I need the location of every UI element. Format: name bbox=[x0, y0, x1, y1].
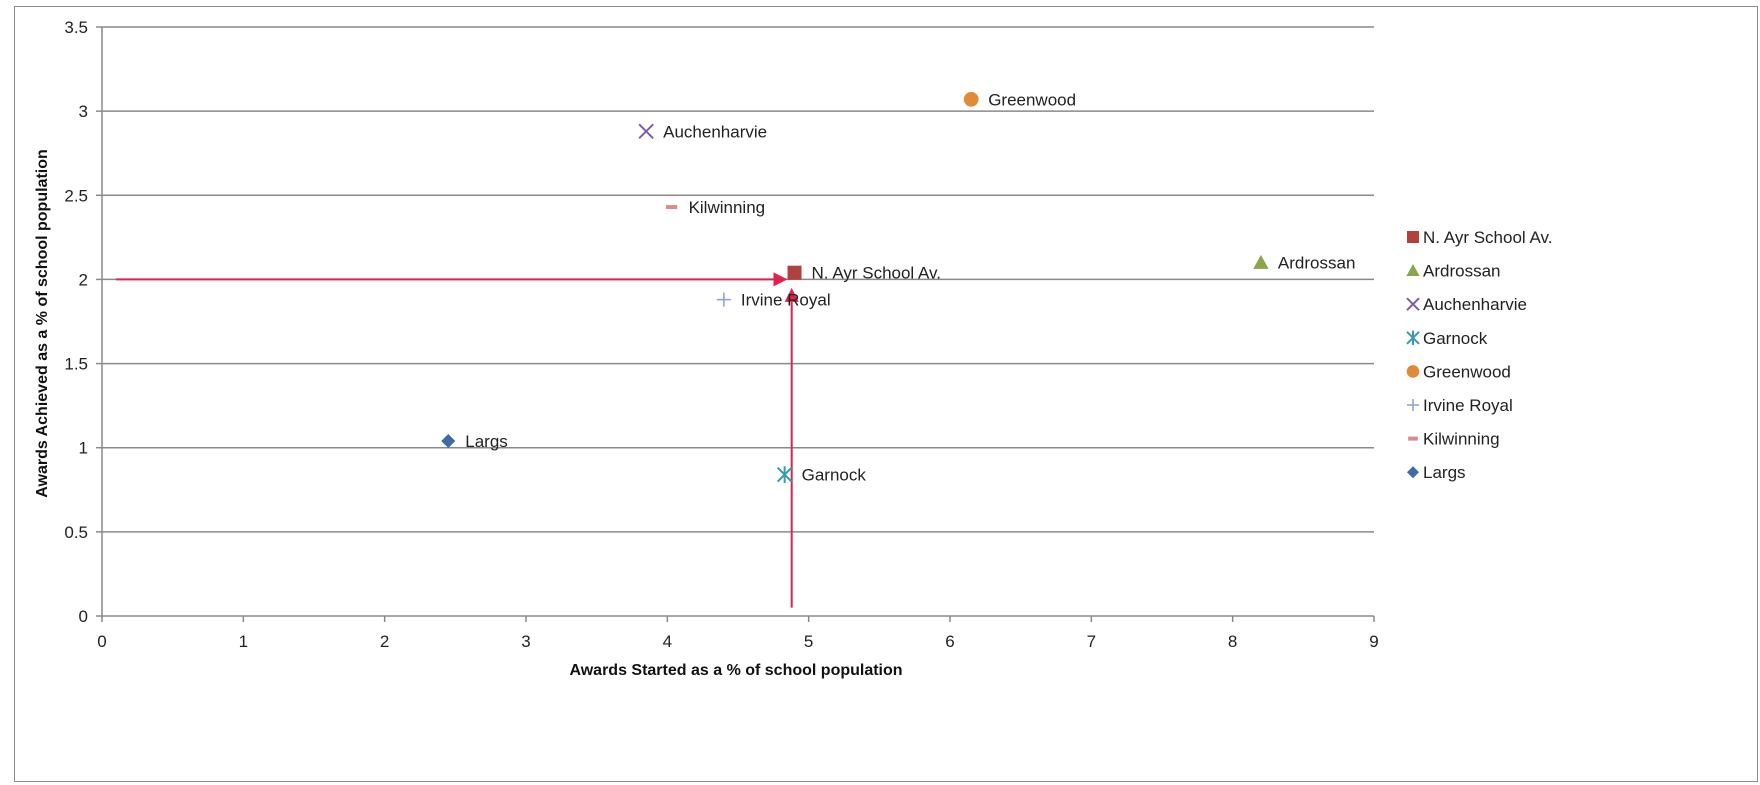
gridlines bbox=[102, 26, 1374, 617]
legend-label-largs: Largs bbox=[1423, 463, 1466, 482]
legend-label-irvine-royal: Irvine Royal bbox=[1423, 396, 1513, 415]
legend-label-greenwood: Greenwood bbox=[1423, 362, 1511, 381]
axes: 0 0.5 1 1.5 2 2.5 3 3.5 0 1 2 3 4 5 6 7 8 9 bbox=[64, 18, 1378, 651]
x-tick-label: 9 bbox=[1369, 632, 1378, 651]
legend-marker-greenwood bbox=[1406, 365, 1420, 378]
legend-label-auchenharvie: Auchenharvie bbox=[1423, 295, 1527, 314]
scatter-chart: 0 0.5 1 1.5 2 2.5 3 3.5 0 1 2 3 4 5 6 7 8 9 N. Ayr School… bbox=[34, 18, 1552, 679]
y-tick-label: 2.5 bbox=[64, 186, 88, 205]
y-tick-label: 3 bbox=[79, 102, 88, 121]
marker-shape bbox=[1406, 297, 1420, 311]
marker-shape bbox=[1406, 264, 1420, 276]
legend-marker-largs bbox=[1407, 466, 1419, 479]
y-tick-label: 1.5 bbox=[64, 355, 88, 374]
x-tick-label: 2 bbox=[380, 632, 389, 651]
legend-label-n-ayr-school-av: N. Ayr School Av. bbox=[1423, 228, 1552, 247]
point-largs bbox=[441, 433, 456, 448]
x-tick-label: 8 bbox=[1228, 632, 1237, 651]
x-tick-label: 4 bbox=[663, 632, 672, 651]
x-tick-label: 6 bbox=[945, 632, 954, 651]
point-kilwinning bbox=[665, 205, 678, 210]
point-label-greenwood: Greenwood bbox=[988, 90, 1076, 109]
point-ardrossan bbox=[1253, 254, 1269, 269]
point-label-ardrossan: Ardrossan bbox=[1278, 254, 1355, 273]
legend-marker-auchenharvie bbox=[1406, 297, 1420, 311]
x-axis-title: Awards Started as a % of school populati… bbox=[569, 662, 902, 679]
horizontal-arrow bbox=[116, 272, 788, 287]
legend: N. Ayr School Av. Ardrossan Auchenharvie Ga… bbox=[1406, 228, 1552, 482]
legend-label-kilwinning: Kilwinning bbox=[1423, 430, 1500, 449]
x-tick-label: 1 bbox=[239, 632, 248, 651]
y-tick-label: 0.5 bbox=[64, 523, 88, 542]
point-label-garnock: Garnock bbox=[802, 466, 867, 485]
point-label-kilwinning: Kilwinning bbox=[689, 198, 766, 217]
marker-shape bbox=[665, 205, 678, 210]
vertical-arrow bbox=[784, 287, 799, 608]
point-label-irvine-royal: Irvine Royal bbox=[741, 291, 831, 310]
point-n-ayr-school-av bbox=[787, 265, 802, 280]
point-greenwood bbox=[963, 92, 979, 107]
marker-shape bbox=[638, 123, 654, 140]
legend-marker-garnock bbox=[1406, 330, 1420, 345]
legend-label-ardrossan: Ardrossan bbox=[1423, 262, 1500, 281]
marker-shape bbox=[1408, 436, 1418, 441]
marker-shape bbox=[1406, 365, 1420, 378]
legend-marker-irvine-royal bbox=[1407, 399, 1419, 411]
x-tick-label: 3 bbox=[521, 632, 530, 651]
point-garnock bbox=[776, 466, 793, 484]
arrow-head bbox=[784, 287, 799, 302]
legend-marker-kilwinning bbox=[1408, 436, 1418, 441]
arrow-head bbox=[773, 272, 788, 287]
y-tick-label: 0 bbox=[79, 607, 88, 626]
data-points: N. Ayr School Av. Ardrossan Auchenharvie Ga… bbox=[441, 90, 1355, 485]
marker-shape bbox=[963, 92, 979, 107]
y-tick-label: 3.5 bbox=[64, 18, 88, 37]
point-label-auchenharvie: Auchenharvie bbox=[663, 122, 767, 141]
y-axis-title: Awards Achieved as a % of school populat… bbox=[34, 149, 51, 498]
x-tick-label: 5 bbox=[804, 632, 813, 651]
legend-marker-n-ayr-school-av bbox=[1407, 231, 1419, 243]
chart-frame: 0 0.5 1 1.5 2 2.5 3 3.5 0 1 2 3 4 5 6 7 8 9 N. Ayr School… bbox=[14, 6, 1758, 782]
marker-shape bbox=[441, 433, 456, 448]
point-label-n-ayr-school-av: N. Ayr School Av. bbox=[812, 264, 941, 283]
marker-shape bbox=[787, 265, 802, 280]
point-irvine-royal bbox=[716, 292, 731, 307]
marker-shape bbox=[1407, 466, 1419, 479]
point-auchenharvie bbox=[638, 123, 654, 140]
x-tick-label: 7 bbox=[1087, 632, 1096, 651]
legend-marker-ardrossan bbox=[1406, 264, 1420, 276]
y-tick-label: 1 bbox=[79, 439, 88, 458]
legend-label-garnock: Garnock bbox=[1423, 329, 1488, 348]
marker-shape bbox=[1407, 231, 1419, 243]
annotation-arrows bbox=[116, 272, 799, 608]
point-label-largs: Largs bbox=[465, 432, 508, 451]
y-tick-label: 2 bbox=[79, 270, 88, 289]
x-tick-label: 0 bbox=[97, 632, 106, 651]
marker-shape bbox=[1253, 254, 1269, 269]
